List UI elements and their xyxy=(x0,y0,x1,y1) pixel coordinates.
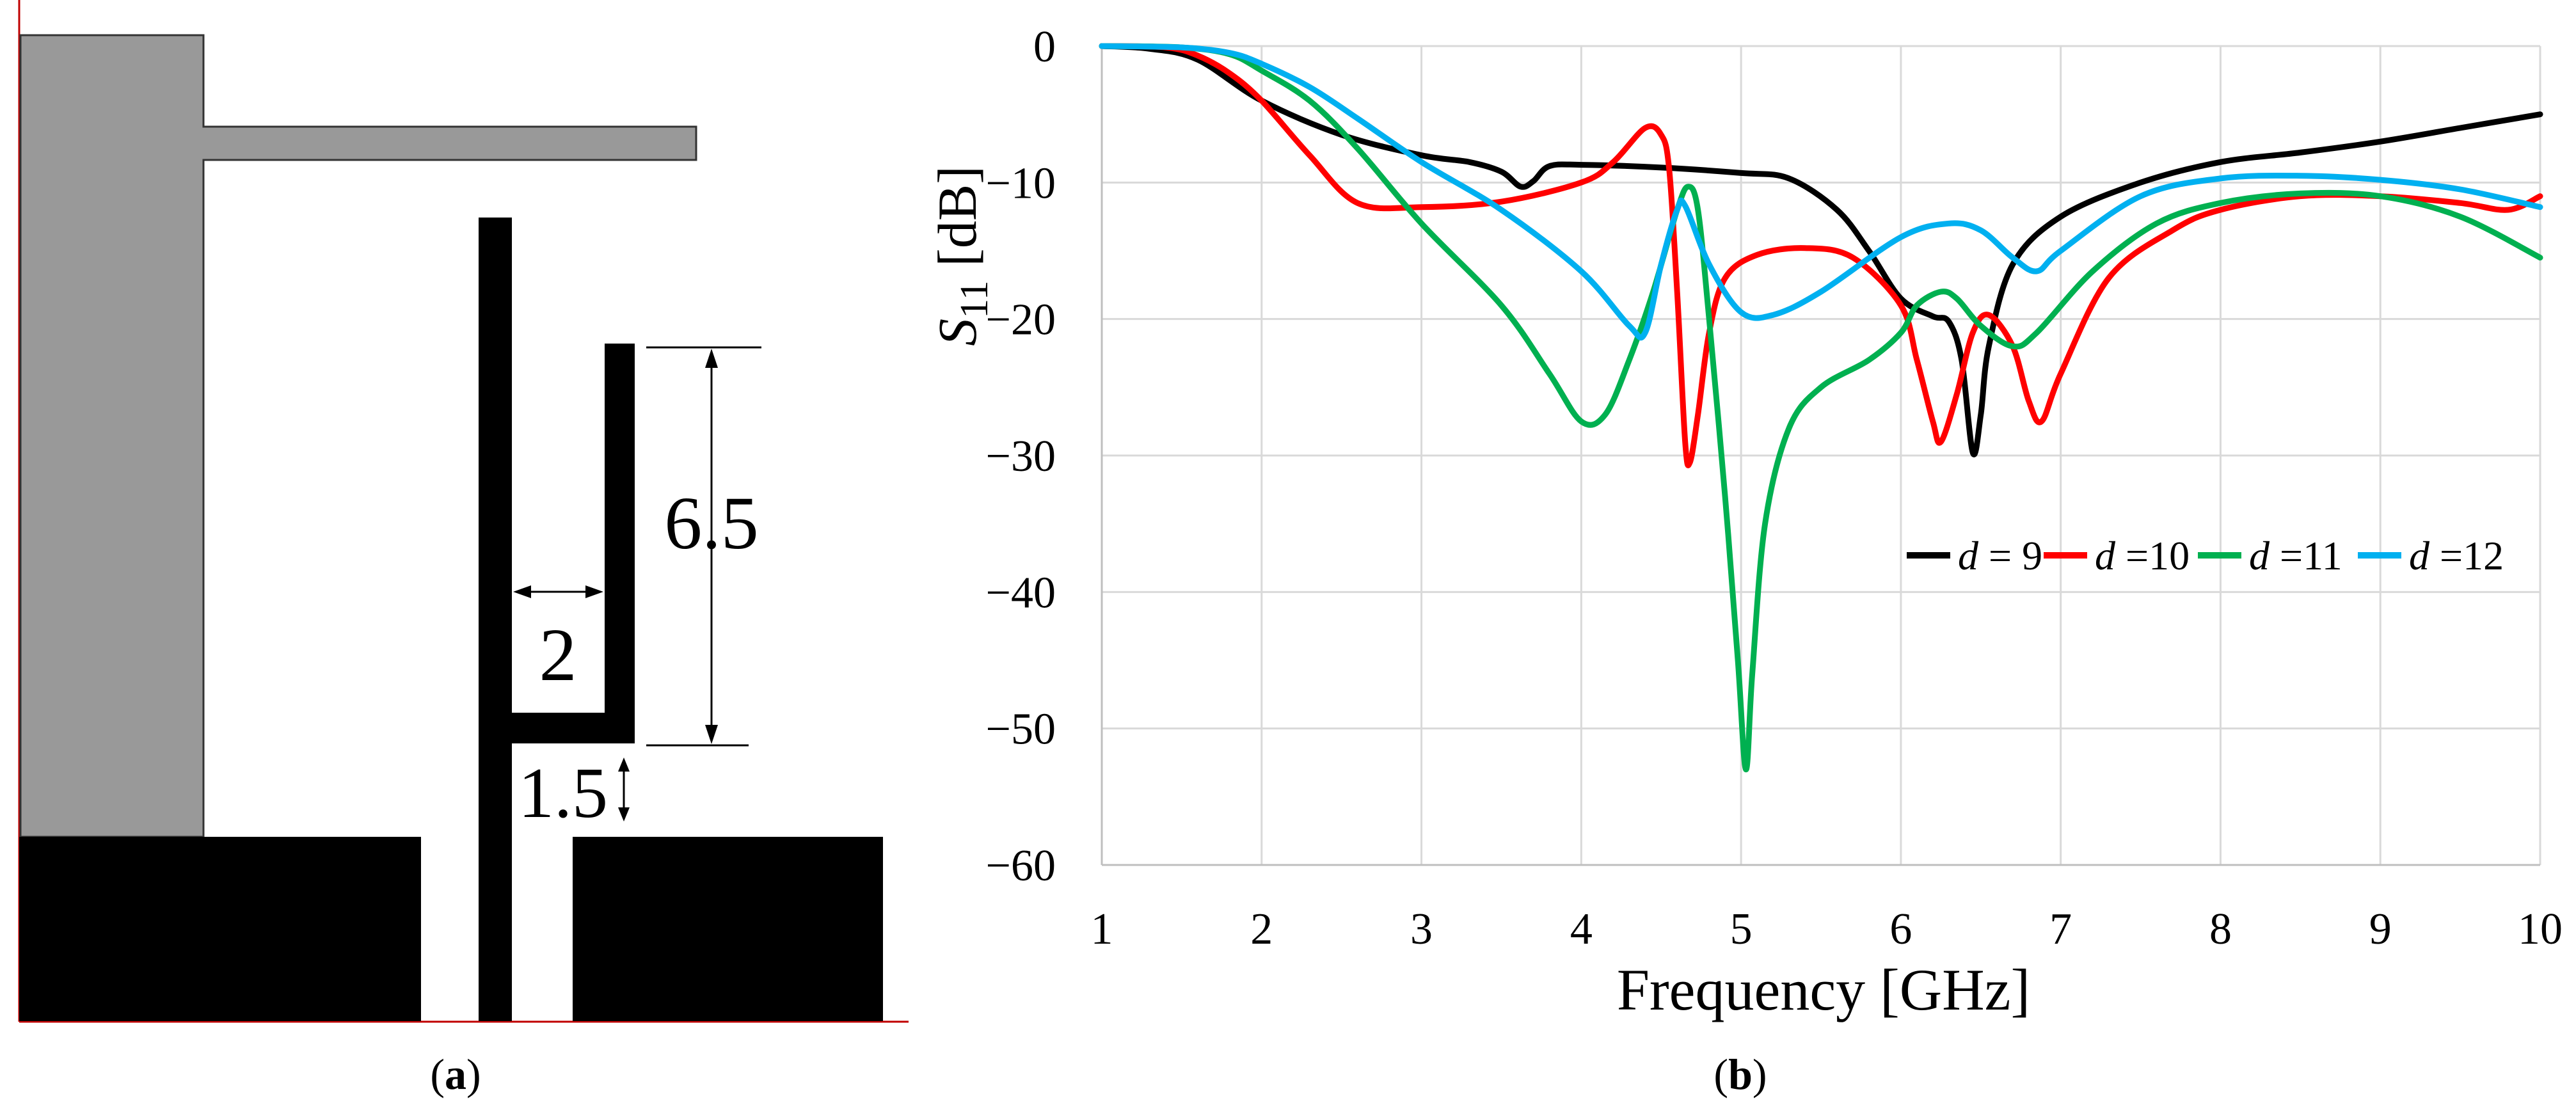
x-tick-label: 10 xyxy=(2518,905,2563,954)
dim-label-2: 2 xyxy=(539,613,577,697)
x-tick-label: 4 xyxy=(1570,905,1593,954)
dim-1-5-arrowhead-bottom xyxy=(618,807,630,821)
dim-6-5-arrowhead-top xyxy=(705,349,718,368)
series-line-3 xyxy=(1099,43,2543,341)
dim-label-6-5: 6.5 xyxy=(664,481,759,565)
x-tick-labels: 1 2 3 4 5 6 7 8 9 10 xyxy=(1091,905,2563,954)
ground-plane-left xyxy=(19,837,421,1021)
legend-label-2: d =11 xyxy=(2249,533,2342,578)
series-line-1 xyxy=(1099,43,2543,468)
y-axis-label-subscript: 11 xyxy=(953,280,996,319)
x-tick-label: 5 xyxy=(1730,905,1753,954)
series-line-2 xyxy=(1099,43,2543,773)
y-axis-label-main: S xyxy=(926,319,988,346)
ground-plane-right xyxy=(573,837,883,1021)
x-tick-label: 8 xyxy=(2209,905,2232,954)
feed-line-and-stub xyxy=(479,218,635,1021)
x-tick-label: 7 xyxy=(2049,905,2072,954)
dim-1-5-arrowhead-top xyxy=(618,757,630,772)
x-axis-label: Frequency [GHz] xyxy=(1617,957,2030,1022)
series-line-0 xyxy=(1099,43,2543,457)
legend-label-0: d = 9 xyxy=(1958,533,2042,578)
y-axis-label: S11 [dB] xyxy=(926,166,996,346)
dim-6-5-arrowhead-bottom xyxy=(705,725,718,744)
legend-label-3: d =12 xyxy=(2409,533,2504,578)
chart-series xyxy=(1099,43,2543,773)
x-tick-label: 9 xyxy=(2369,905,2392,954)
x-tick-label: 6 xyxy=(1889,905,1912,954)
dim-2-arrowhead-left xyxy=(513,585,531,598)
legend-label-1: d =10 xyxy=(2095,533,2190,578)
caption-a: (a) xyxy=(430,1050,481,1098)
y-tick-label: −40 xyxy=(986,568,1056,617)
panel-a-antenna-diagram: 6.5 2 1.5 (a) xyxy=(18,0,909,1098)
y-tick-label: −30 xyxy=(986,432,1056,481)
legend-entries: d = 9 d =10 d =11 d =12 xyxy=(1907,533,2504,578)
chart-grid xyxy=(1101,45,2541,866)
y-tick-label: −10 xyxy=(986,159,1056,208)
x-tick-label: 1 xyxy=(1091,905,1113,954)
y-tick-labels: 0 −10 −20 −30 −40 −50 −60 xyxy=(986,22,1056,891)
caption-b: (b) xyxy=(1713,1050,1767,1098)
chart-legend: d = 9 d =10 d =11 d =12 xyxy=(1907,533,2504,578)
y-tick-label: −50 xyxy=(986,705,1056,754)
y-axis-label-unit: [dB] xyxy=(926,166,988,267)
x-tick-label: 3 xyxy=(1410,905,1433,954)
dim-2-arrowhead-right xyxy=(585,585,603,598)
panel-b-s11-chart: 0 −10 −20 −30 −40 −50 −60 1 2 3 4 5 6 7 8 9 10 Frequenc… xyxy=(926,22,2563,1098)
y-tick-label: 0 xyxy=(1033,22,1056,72)
x-tick-label: 2 xyxy=(1250,905,1273,954)
caption-a-letter: a xyxy=(445,1050,466,1098)
dim-label-1-5: 1.5 xyxy=(518,754,608,833)
y-tick-label: −20 xyxy=(986,296,1056,345)
y-tick-label: −60 xyxy=(986,841,1056,891)
caption-b-letter: b xyxy=(1728,1050,1753,1098)
